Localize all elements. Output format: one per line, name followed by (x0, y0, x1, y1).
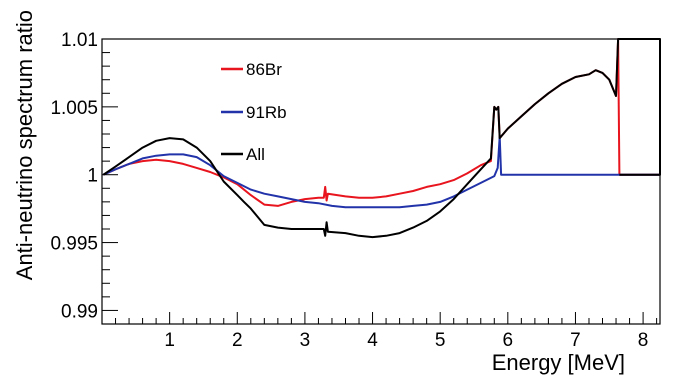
x-axis: 1 2 3 4 5 6 7 8 (115, 312, 658, 351)
y-tick-label: 0.99 (61, 301, 98, 322)
series-layer (102, 38, 661, 239)
series-line-all (102, 38, 661, 239)
x-axis-title: Energy [MeV] (492, 350, 625, 375)
legend-label-91rb: 91Rb (246, 103, 287, 122)
y-tick-label: 1 (87, 166, 98, 187)
x-tick-label: 4 (367, 330, 378, 351)
y-axis-title: Anti-neutrino spectrum ratio (12, 10, 37, 280)
y-tick-label: 0.995 (50, 234, 98, 255)
legend-label-all: All (246, 145, 265, 164)
x-tick-label: 3 (300, 330, 311, 351)
x-tick-label: 2 (232, 330, 243, 351)
plot-area (102, 39, 660, 324)
legend-label-86br: 86Br (246, 60, 282, 79)
y-axis: 0.99 0.995 1 1.005 1.01 (50, 30, 118, 322)
x-tick-label: 6 (503, 330, 514, 351)
x-tick-label: 7 (570, 330, 581, 351)
y-tick-label: 1.005 (50, 98, 98, 119)
plot-frame (101, 38, 661, 325)
x-tick-label: 1 (164, 330, 175, 351)
series-line-91rb (102, 135, 660, 209)
x-tick-label: 5 (435, 330, 446, 351)
x-tick-label: 8 (638, 330, 649, 351)
legend: 86Br 91Rb All (221, 60, 287, 164)
y-tick-label: 1.01 (61, 30, 98, 51)
